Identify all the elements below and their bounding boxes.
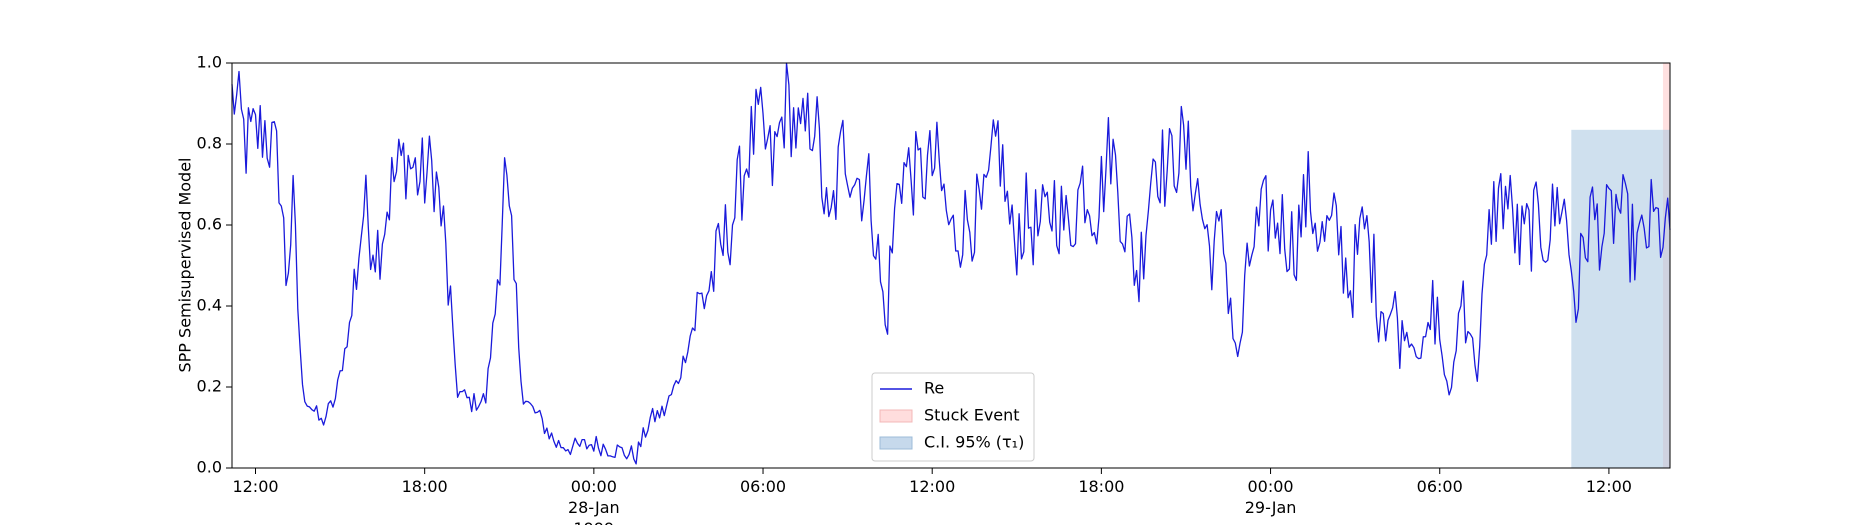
x-tick-year-label: 1999 bbox=[573, 519, 614, 525]
legend-swatch-patch bbox=[879, 436, 913, 450]
legend-label: C.I. 95% (τ₁) bbox=[924, 433, 1024, 452]
x-tick-label: 06:00 bbox=[740, 477, 786, 496]
y-tick-label: 0.0 bbox=[197, 458, 222, 477]
legend-label: Stuck Event bbox=[924, 406, 1020, 425]
shaded-region-confidence-interval bbox=[1571, 129, 1670, 468]
x-tick-date-label: 29-Jan bbox=[1245, 498, 1297, 517]
legend-swatch-patch bbox=[879, 409, 913, 423]
x-axis-ticks: 12:00 18:00 00:00 28-Jan 1999 06:00 12:00 18:00… bbox=[232, 468, 1632, 525]
legend-label: Re bbox=[924, 379, 944, 398]
x-tick-label: 12:00 bbox=[1586, 477, 1632, 496]
x-tick-label: 06:00 bbox=[1417, 477, 1463, 496]
y-axis-label: SPP Semisupervised Model bbox=[176, 158, 195, 373]
y-tick-label: 0.8 bbox=[197, 134, 222, 153]
y-tick-label: 1.0 bbox=[197, 53, 222, 72]
x-tick-label: 12:00 bbox=[909, 477, 955, 496]
x-tick-label: 18:00 bbox=[402, 477, 448, 496]
legend: Re Stuck Event C.I. 95% (τ₁) bbox=[871, 372, 1035, 462]
y-axis-ticks: 0.0 0.2 0.4 0.6 0.8 1.0 bbox=[197, 53, 232, 477]
plot-frame bbox=[231, 62, 1671, 469]
x-tick-label: 00:00 bbox=[1248, 477, 1294, 496]
y-tick-label: 0.6 bbox=[197, 215, 222, 234]
x-tick-date-label: 28-Jan bbox=[568, 498, 620, 517]
series-layer bbox=[231, 62, 1671, 465]
shaded-regions bbox=[1571, 63, 1670, 468]
y-tick-label: 0.2 bbox=[197, 377, 222, 396]
series-line-re bbox=[231, 62, 1671, 465]
x-tick-label: 12:00 bbox=[232, 477, 278, 496]
x-tick-label: 18:00 bbox=[1078, 477, 1124, 496]
y-tick-label: 0.4 bbox=[197, 296, 222, 315]
x-tick-label: 00:00 bbox=[571, 477, 617, 496]
